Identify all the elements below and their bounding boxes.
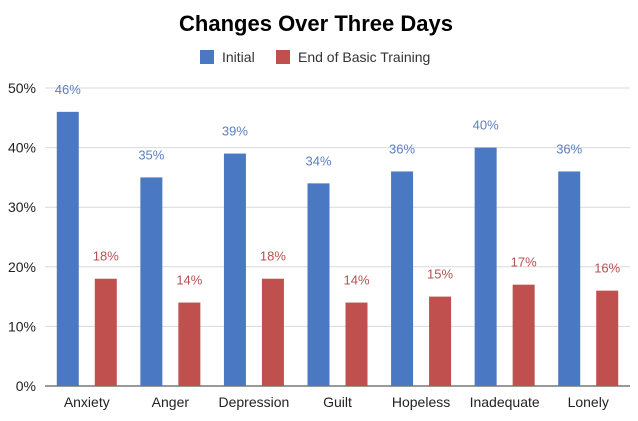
data-label: 36% — [556, 141, 582, 156]
y-tick-label: 30% — [8, 199, 36, 215]
data-labels: 46% 18% 35% 14% 39% 18% 34% 14% 36% 15% 40% 17% 36% 1… — [55, 82, 621, 288]
y-tick-label: 10% — [8, 318, 36, 334]
y-tick-label: 50% — [8, 80, 36, 96]
legend-swatch-initial — [200, 50, 214, 64]
data-label: 15% — [427, 267, 453, 282]
x-category-label: Anger — [152, 394, 190, 410]
data-label: 14% — [176, 273, 202, 288]
data-label: 46% — [55, 82, 81, 97]
y-tick-label: 20% — [8, 259, 36, 275]
bar-end-of-basic-training-anxiety — [94, 278, 117, 386]
bar-end-of-basic-training-depression — [261, 278, 284, 386]
data-label: 35% — [138, 147, 164, 162]
legend: Initial End of Basic Training — [200, 49, 430, 65]
x-axis-categories: Anxiety Anger Depression Guilt Hopeless Inade… — [64, 394, 609, 410]
data-label: 14% — [343, 273, 369, 288]
bar-end-of-basic-training-inadequate — [512, 284, 535, 386]
y-tick-label: 0% — [16, 378, 36, 394]
gridlines — [45, 87, 630, 387]
bar-initial-anxiety — [56, 111, 79, 386]
legend-swatch-end-of-basic-training — [276, 50, 290, 64]
bar-end-of-basic-training-anger — [178, 302, 201, 386]
y-tick-label: 40% — [8, 140, 36, 156]
bar-end-of-basic-training-lonely — [596, 290, 619, 386]
data-label: 34% — [305, 153, 331, 168]
x-category-label: Lonely — [568, 394, 609, 410]
data-label: 18% — [260, 249, 286, 264]
data-label: 16% — [594, 261, 620, 276]
bar-initial-lonely — [558, 171, 581, 386]
bar-initial-depression — [223, 153, 246, 386]
data-label: 36% — [389, 141, 415, 156]
bar-initial-anger — [140, 177, 163, 386]
legend-label-initial: Initial — [222, 49, 255, 65]
bar-initial-guilt — [307, 183, 330, 386]
data-label: 17% — [511, 255, 537, 270]
x-category-label: Depression — [219, 394, 290, 410]
x-category-label: Anxiety — [64, 394, 110, 410]
bar-end-of-basic-training-hopeless — [429, 296, 452, 386]
x-category-label: Guilt — [323, 394, 352, 410]
bar-end-of-basic-training-guilt — [345, 302, 368, 386]
data-label: 39% — [222, 124, 248, 139]
bar-initial-inadequate — [474, 147, 497, 386]
bars — [56, 111, 619, 386]
data-label: 40% — [473, 118, 499, 133]
y-axis-ticks: 0% 10% 20% 30% 40% 50% — [8, 80, 36, 394]
x-category-label: Inadequate — [470, 394, 540, 410]
bar-initial-hopeless — [391, 171, 414, 386]
legend-label-end-of-basic-training: End of Basic Training — [298, 49, 430, 65]
x-category-label: Hopeless — [392, 394, 450, 410]
chart-title: Changes Over Three Days — [179, 11, 453, 36]
data-label: 18% — [93, 249, 119, 264]
